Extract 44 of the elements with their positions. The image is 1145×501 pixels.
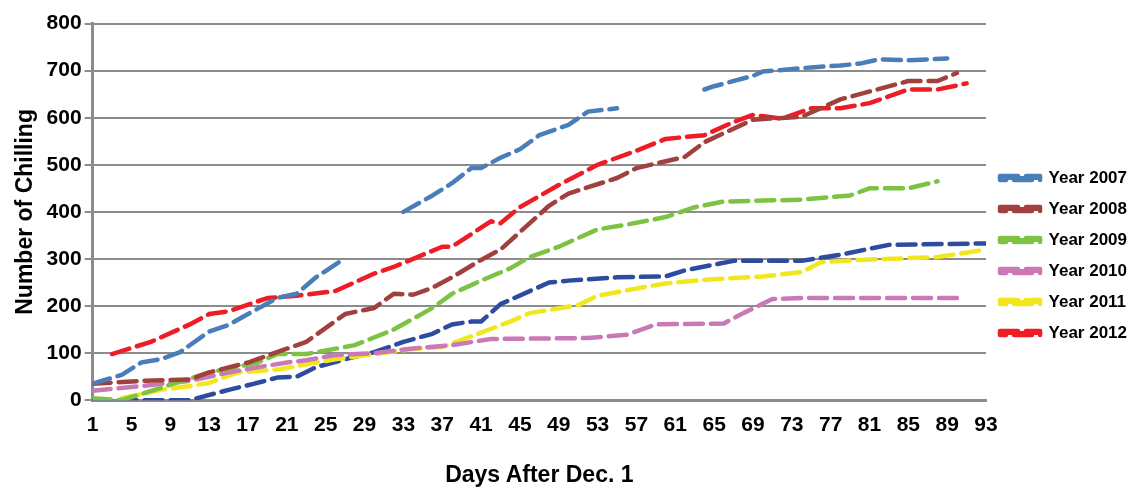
x-tick-label: 5 — [125, 411, 138, 435]
x-tick-label: 1 — [86, 411, 99, 435]
legend-label: Year 2007 — [1048, 167, 1127, 187]
x-tick-label: 25 — [314, 411, 338, 435]
y-tick-label: 0 — [69, 387, 82, 410]
x-tick-label: 49 — [547, 411, 571, 435]
x-tick-label: 37 — [430, 411, 454, 435]
x-tick-label: 77 — [818, 411, 843, 435]
y-tick-label: 700 — [46, 57, 82, 81]
x-tick-label: 33 — [391, 411, 416, 435]
x-tick-label: 17 — [236, 411, 260, 435]
y-tick-label: 300 — [46, 245, 82, 269]
legend-label: Year 2011 — [1048, 291, 1127, 311]
y-tick-label: 200 — [46, 292, 82, 316]
y-tick-label: 500 — [46, 151, 82, 175]
y-tick-label: 600 — [46, 104, 82, 128]
y-tick-label: 100 — [46, 339, 82, 363]
y-tick-label: 400 — [46, 198, 82, 222]
y-axis-title: Number of Chilling — [11, 109, 38, 315]
line-series — [92, 295, 960, 394]
x-tick-label: 9 — [164, 411, 177, 435]
x-tick-label: 61 — [663, 411, 688, 435]
x-tick-label: 81 — [857, 411, 882, 435]
x-axis-title: Days After Dec. 1 — [445, 460, 634, 487]
x-tick-label: 85 — [896, 411, 921, 435]
line-series — [109, 81, 969, 357]
x-tick-label: 13 — [197, 411, 221, 435]
x-tick-label: 45 — [508, 411, 532, 435]
legend-label: Year 2010 — [1048, 260, 1127, 280]
line-series — [92, 179, 940, 401]
x-tick-label: 65 — [702, 411, 727, 435]
x-tick-label: 89 — [935, 411, 959, 435]
legend-label: Year 2008 — [1048, 198, 1127, 218]
legend-label: Year 2012 — [1048, 322, 1127, 342]
x-tick-label: 57 — [624, 411, 649, 435]
x-tick-label: 21 — [275, 411, 299, 435]
x-tick-label: 41 — [469, 411, 494, 435]
y-tick-label: 800 — [46, 10, 82, 34]
x-tick-label: 93 — [974, 411, 998, 435]
legend-label: Year 2009 — [1048, 229, 1127, 249]
x-tick-label: 73 — [780, 411, 804, 435]
x-tick-label: 69 — [741, 411, 765, 435]
x-tick-label: 29 — [352, 411, 377, 435]
x-tick-label: 53 — [585, 411, 610, 435]
